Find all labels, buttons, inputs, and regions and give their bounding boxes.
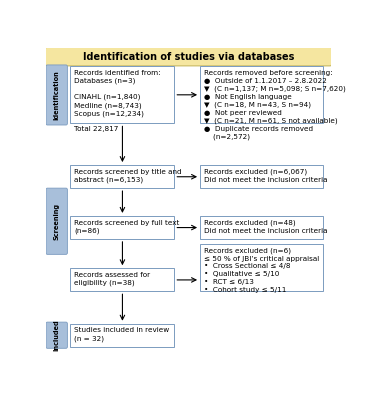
Text: Records excluded (n=48)
Did not meet the inclusion criteria: Records excluded (n=48) Did not meet the… (204, 220, 327, 234)
FancyBboxPatch shape (200, 244, 323, 291)
FancyBboxPatch shape (70, 165, 174, 188)
Text: Identification: Identification (54, 70, 60, 120)
Text: Records screened by full text
(n=86): Records screened by full text (n=86) (74, 220, 179, 234)
Text: Records excluded (n=6,067)
Did not meet the inclusion criteria: Records excluded (n=6,067) Did not meet … (204, 169, 327, 183)
Text: Records identified from:
Databases (n=3)

CINAHL (n=1,840)
Medline (n=8,743)
Sco: Records identified from: Databases (n=3)… (74, 70, 160, 132)
Text: Screening: Screening (54, 203, 60, 240)
FancyBboxPatch shape (200, 216, 323, 239)
Text: Records assessed for
eligibility (n=38): Records assessed for eligibility (n=38) (74, 272, 150, 286)
FancyBboxPatch shape (70, 216, 174, 239)
FancyBboxPatch shape (70, 324, 174, 347)
Text: Identification of studies via databases: Identification of studies via databases (83, 52, 294, 62)
FancyBboxPatch shape (46, 65, 67, 125)
FancyBboxPatch shape (200, 66, 323, 124)
Text: Records screened by title and
abstract (n=6,153): Records screened by title and abstract (… (74, 169, 181, 183)
FancyBboxPatch shape (46, 322, 67, 348)
FancyBboxPatch shape (200, 165, 323, 188)
Text: Included: Included (54, 319, 60, 351)
FancyBboxPatch shape (45, 47, 332, 66)
Text: Records removed before screening:
●  Outside of 1.1.2017 – 2.8.2022
▼  (C n=1,13: Records removed before screening: ● Outs… (204, 70, 346, 140)
FancyBboxPatch shape (70, 268, 174, 291)
Text: Records excluded (n=6)
≤ 50 % of JBI’s critical appraisal
•  Cross Sectional ≤ 4: Records excluded (n=6) ≤ 50 % of JBI’s c… (204, 247, 319, 292)
FancyBboxPatch shape (46, 188, 67, 254)
FancyBboxPatch shape (70, 66, 174, 124)
Text: Studies included in review
(n = 32): Studies included in review (n = 32) (74, 327, 169, 342)
